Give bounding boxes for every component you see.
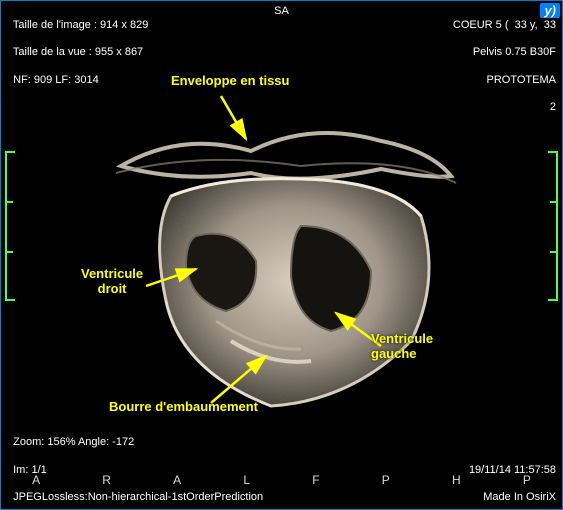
annot-bourre: Bourre d'embaumement — [109, 399, 258, 414]
corner-badge: y) — [540, 3, 560, 18]
orient-letter: A — [173, 473, 181, 487]
zoom-angle-label: Zoom: 156% Angle: -172 — [13, 436, 134, 448]
scale-ruler-left — [5, 151, 15, 301]
overlay-top-left: Taille de l'image : 914 x 829 Taille de … — [7, 5, 148, 88]
annot-ventricule-droit: Ventricule droit — [81, 266, 143, 296]
annot-enveloppe: Enveloppe en tissu — [171, 73, 289, 88]
orient-letter: A — [32, 473, 40, 487]
overlay-top-center: SA — [274, 5, 289, 19]
series-label: Pelvis 0.75 B30F — [473, 46, 556, 58]
scale-ruler-right — [548, 151, 558, 301]
made-in-label: Made In OsiriX — [483, 491, 556, 503]
orient-letter: P — [523, 473, 531, 487]
proto-label: PROTOTEMA — [487, 74, 556, 86]
view-size-label: Taille de la vue : 955 x 867 — [13, 46, 143, 58]
annot-ventricule-gauche: Ventricule gauche — [371, 331, 433, 361]
overlay-top-right: COEUR 5 ( 33 y, 33 Pelvis 0.75 B30F PROT… — [447, 5, 556, 115]
orient-letter: P — [382, 473, 390, 487]
nf-lf-label: NF: 909 LF: 3014 — [13, 74, 99, 86]
orient-letter: F — [312, 473, 319, 487]
orientation-letters: A R A L F P H P — [1, 473, 562, 487]
orient-letter: H — [452, 473, 461, 487]
compression-label: JPEGLossless:Non-hierarchical-1stOrderPr… — [13, 491, 263, 503]
orient-letter: L — [243, 473, 250, 487]
img-size-label: Taille de l'image : 914 x 829 — [13, 19, 148, 31]
overlay-bottom-left: Zoom: 156% Angle: -172 Im: 1/1 JPEGLossl… — [7, 423, 263, 506]
patient-label: COEUR 5 ( 33 y, 33 — [453, 19, 556, 31]
instance-num: 2 — [550, 101, 556, 113]
orient-letter: R — [102, 473, 111, 487]
dicom-viewer: { "meta": { "top_left_line1": "Taille de… — [0, 0, 563, 510]
